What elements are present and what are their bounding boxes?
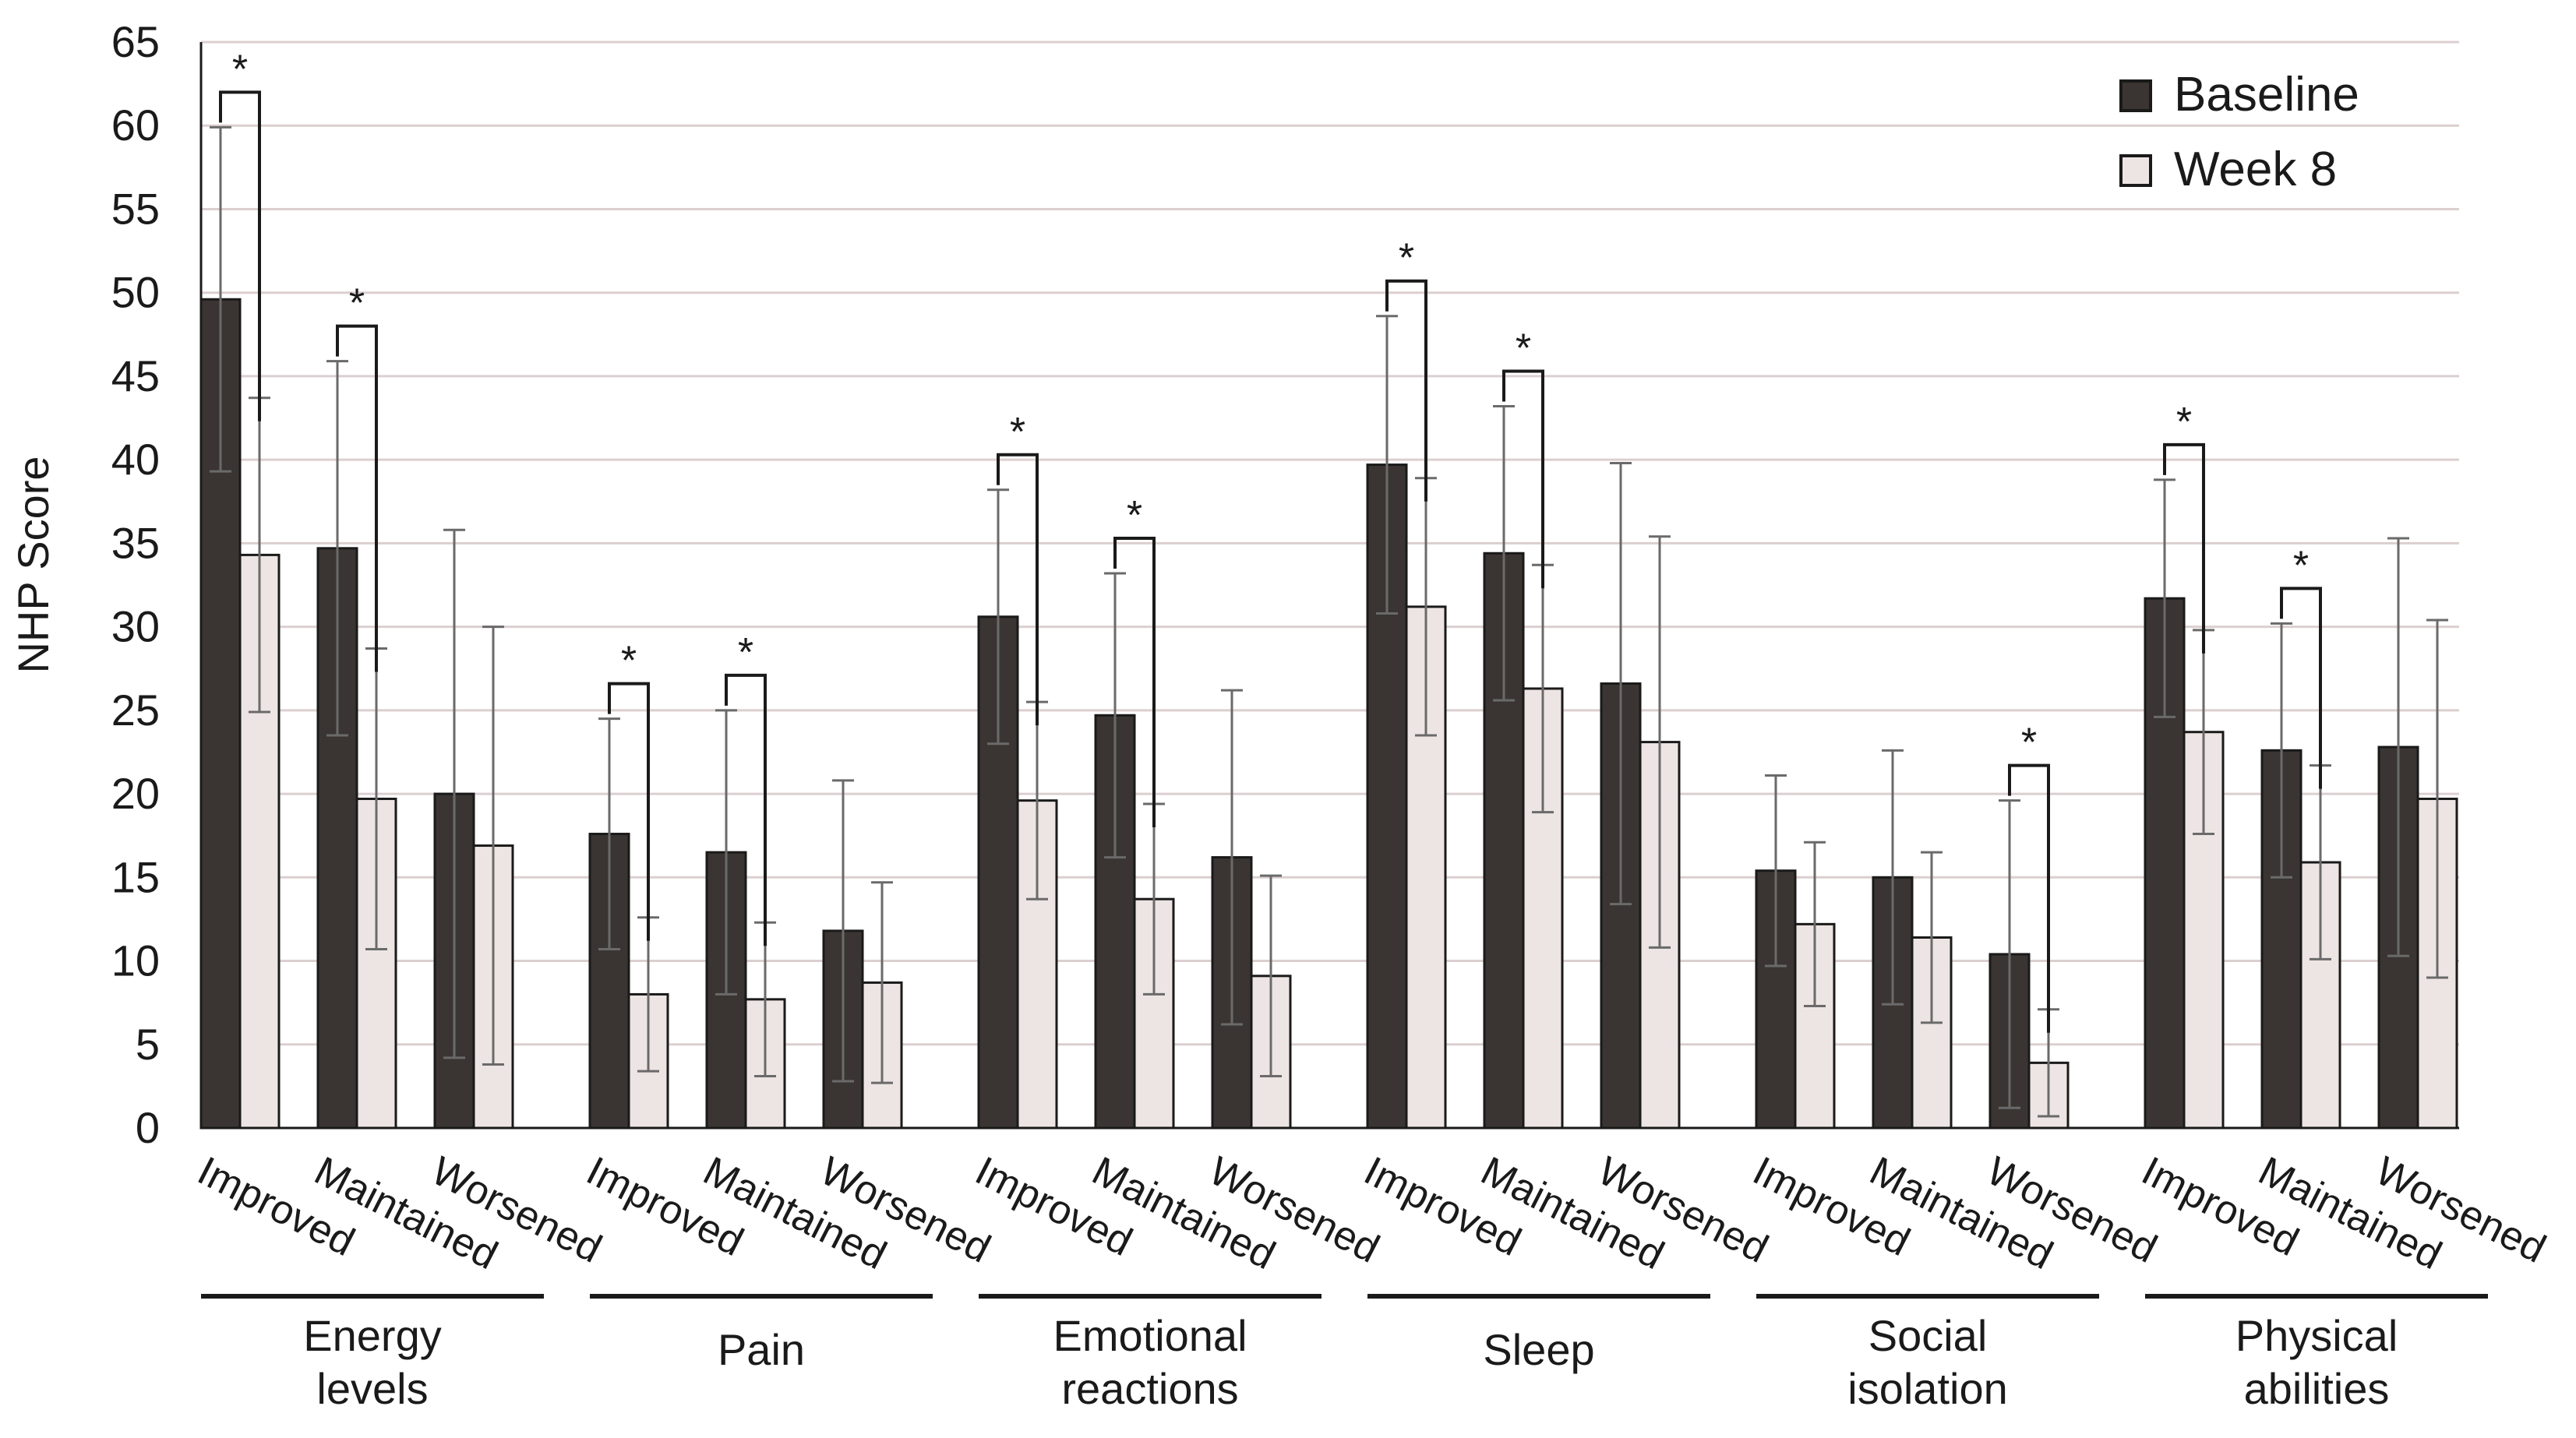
significance-bracket	[2163, 442, 2205, 654]
significance-star: *	[738, 630, 753, 675]
significance-brackets: * * * * * * * * * * *	[219, 47, 2322, 1033]
significance-bracket	[608, 682, 650, 941]
significance-star: *	[621, 639, 637, 684]
x-axis-labels: ImprovedMaintainedWorsenedEnergylevelsIm…	[191, 1148, 2553, 1413]
x-group-label: Pain	[718, 1325, 805, 1374]
y-tick-label: 30	[111, 602, 160, 651]
legend-swatch	[2119, 154, 2152, 187]
y-tick-label: 40	[111, 435, 160, 484]
x-group-label: Social	[1868, 1311, 1988, 1360]
x-group-label: reactions	[1061, 1364, 1238, 1413]
x-group-label: Sleep	[1483, 1325, 1594, 1374]
significance-bracket	[219, 90, 261, 421]
significance-bracket	[1385, 279, 1427, 502]
y-axis: 0 5 10 15 20 25 30 35 40 45 50 55 60 65	[111, 17, 2459, 1152]
y-tick-label: 0	[136, 1103, 160, 1152]
significance-bracket	[1502, 369, 1544, 589]
legend-label: Baseline	[2174, 68, 2359, 122]
y-axis-label: NHP Score	[9, 456, 58, 673]
gridlines	[201, 41, 2459, 1046]
x-group-label: Emotional	[1053, 1311, 1247, 1360]
significance-star: *	[349, 281, 365, 326]
significance-star: *	[1399, 236, 1414, 281]
legend-label: Week 8	[2174, 143, 2337, 196]
x-group-label: isolation	[1847, 1364, 2007, 1413]
significance-bracket	[2280, 587, 2322, 789]
significance-star: *	[2176, 400, 2192, 445]
bars	[199, 298, 2458, 1130]
y-tick-label: 25	[111, 686, 160, 735]
significance-star: *	[1127, 493, 1142, 538]
x-group-label: levels	[316, 1364, 428, 1413]
y-tick-label: 35	[111, 518, 160, 567]
y-tick-label: 60	[111, 100, 160, 150]
significance-star: *	[232, 47, 248, 92]
significance-bracket	[1113, 536, 1156, 827]
significance-bracket	[725, 673, 767, 946]
significance-bracket	[2008, 763, 2050, 1033]
y-tick-label: 15	[111, 852, 160, 901]
x-group-label: abilities	[2244, 1364, 2390, 1413]
y-tick-label: 45	[111, 351, 160, 400]
significance-star: *	[2021, 721, 2037, 766]
significance-star: *	[1516, 326, 1531, 372]
y-tick-label: 50	[111, 268, 160, 317]
significance-bracket	[336, 324, 378, 672]
y-tick-label: 55	[111, 184, 160, 233]
legend-swatch	[2119, 79, 2152, 112]
significance-star: *	[1010, 410, 1025, 455]
significance-bracket	[997, 453, 1039, 726]
y-tick-label: 20	[111, 769, 160, 818]
significance-star: *	[2293, 543, 2309, 588]
x-group-label: Energy	[303, 1311, 441, 1360]
bar-week8	[1016, 799, 1058, 1130]
x-group-label: Physical	[2235, 1311, 2398, 1360]
y-tick-label: 5	[136, 1020, 160, 1069]
y-tick-label: 65	[111, 17, 160, 66]
legend: Baseline Week 8	[2119, 68, 2359, 196]
y-tick-label: 10	[111, 936, 160, 985]
error-bars	[210, 125, 2448, 1118]
